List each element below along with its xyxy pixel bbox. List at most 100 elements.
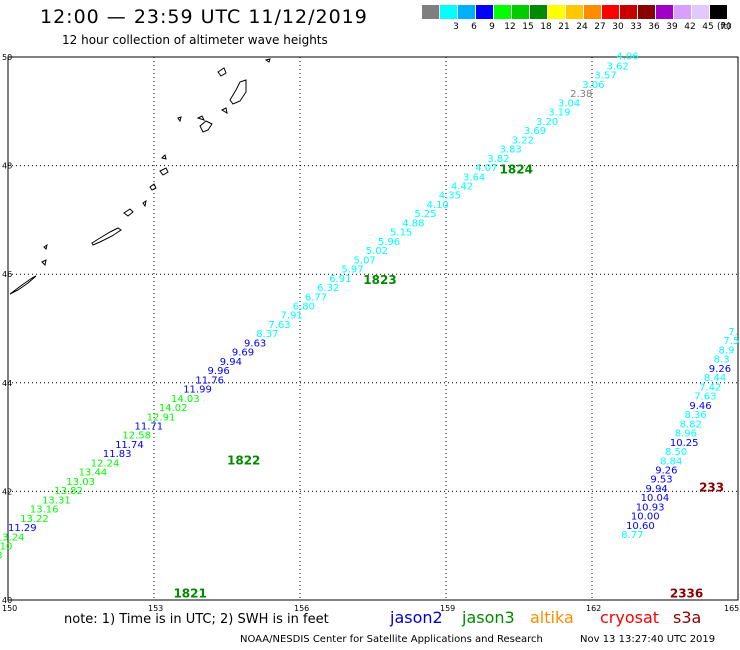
wave-height-label: 11.71 (135, 421, 164, 432)
wave-height-label: 8.77 (621, 530, 643, 541)
wave-height-label: 8.82 (680, 419, 702, 430)
legend-swatch (512, 5, 529, 19)
wave-height-label: 13.16 (30, 505, 59, 516)
wave-height-label: 9.94 (220, 357, 242, 368)
wave-height-label: 13.31 (42, 495, 71, 506)
legend-label: 18 (540, 22, 552, 32)
latitude-label: 48 (2, 162, 12, 171)
wave-height-label: 11.74 (115, 440, 144, 451)
wave-height-label: 14.03 (171, 394, 200, 405)
page-title: 12:00 — 23:59 UTC 11/12/2019 (40, 6, 368, 28)
wave-height-label: 4.88 (402, 218, 424, 229)
coastline-island (177, 116, 182, 123)
longitude-label: 156 (294, 604, 309, 613)
coastline-island (264, 58, 271, 63)
latitude-label: 50 (2, 53, 12, 62)
wave-height-label: 3.69 (524, 126, 546, 137)
wave-height-label: 13.10 (0, 542, 12, 553)
coastline-island (149, 183, 157, 191)
wave-height-label: 3.62 (607, 61, 629, 72)
track-id-label: 1823 (363, 273, 396, 287)
wave-height-label: 3.22 (512, 135, 534, 146)
legend-label: 24 (576, 22, 588, 32)
wave-height-label: 9.46 (689, 401, 711, 412)
legend-label: 3 (453, 22, 459, 32)
track-id-label: 233 (699, 480, 724, 494)
legend-swatch (494, 5, 511, 19)
legend-swatch (566, 5, 583, 19)
wave-height-label: 9.63 (244, 338, 266, 349)
legend-label: 33 (630, 22, 642, 32)
wave-height-label: 8.44 (704, 373, 726, 384)
map-frame (7, 56, 739, 601)
coastline-island (123, 208, 134, 217)
track-id-label: 1821 (173, 586, 206, 600)
wave-height-label: 7. (728, 327, 738, 338)
page-subtitle: 12 hour collection of altimeter wave hei… (62, 33, 328, 47)
coastline-island (9, 275, 37, 295)
wave-height-label: 3.06 (582, 80, 604, 91)
units-note: note: 1) Time is in UTC; 2) SWH is in fe… (64, 612, 329, 627)
wave-height-label: 10.93 (636, 502, 665, 513)
legend-label: 45 (702, 22, 714, 32)
coastline-island (91, 227, 122, 246)
coastline-island (161, 154, 167, 160)
wave-height-label: 7.63 (268, 320, 290, 331)
wave-height-label: 6.80 (293, 301, 315, 312)
wave-height-label: 5.15 (390, 228, 412, 239)
track-id-label: 1824 (500, 163, 533, 177)
wave-height-label: 4.42 (451, 181, 473, 192)
latitude-label: 44 (2, 379, 12, 388)
wave-height-label: 9.26 (655, 465, 677, 476)
mission-jason3: jason3 (462, 608, 515, 627)
wave-height-label: 12.73 (0, 551, 3, 562)
wave-height-label: 5.25 (414, 209, 436, 220)
legend-label: 27 (594, 22, 606, 32)
wave-height-label: 8.50 (665, 447, 687, 458)
wave-height-label: 13.22 (20, 514, 49, 525)
mission-cryosat: cryosat (600, 608, 660, 627)
track-id-label: 1822 (227, 453, 260, 467)
wave-height-label: 3.83 (500, 145, 522, 156)
mission-jason2: jason2 (390, 608, 443, 627)
wave-height-label: 7.42 (699, 382, 721, 393)
legend-swatch (458, 5, 475, 19)
wave-height-label: 9.53 (650, 475, 672, 486)
legend-swatch (422, 5, 439, 19)
longitude-label: 165 (724, 604, 739, 613)
wave-height-label: 11.76 (195, 375, 224, 386)
wave-height-label: 6.77 (305, 292, 327, 303)
mission-s3a: s3a (673, 608, 702, 627)
wave-height-label: 11.83 (103, 449, 132, 460)
wave-height-label: 12.91 (147, 412, 176, 423)
legend-unit: (ft) (717, 22, 731, 32)
wave-height-label: 9.26 (709, 364, 731, 375)
legend-swatch (710, 5, 727, 19)
wave-height-label: 5.02 (366, 246, 388, 257)
legend-label: 39 (666, 22, 678, 32)
latitude-label: 42 (2, 487, 12, 496)
coastline-island (220, 107, 228, 115)
wave-height-label: 4.35 (439, 191, 461, 202)
wave-height-label: 8.37 (256, 329, 278, 340)
wave-height-label: 12.58 (122, 431, 151, 442)
legend-swatch (692, 5, 709, 19)
wave-height-label: 3.57 (594, 71, 616, 82)
wave-height-label: 3.19 (548, 108, 570, 119)
longitude-label: 162 (586, 604, 601, 613)
legend-swatch (476, 5, 493, 19)
wave-height-label: 5.07 (354, 255, 376, 266)
wave-height-label: 5.96 (378, 237, 400, 248)
legend-swatch (530, 5, 547, 19)
wave-height-label: 5.97 (341, 265, 363, 276)
coastline-island (41, 259, 47, 267)
wave-height-label: 6.32 (317, 283, 339, 294)
legend-label: 42 (684, 22, 696, 32)
coastline-island (43, 243, 48, 250)
wave-height-label: 8.84 (660, 456, 682, 467)
coastline-island (217, 67, 227, 77)
wave-height-label: 3.64 (463, 172, 485, 183)
legend-label: 12 (504, 22, 516, 32)
legend-label: 6 (471, 22, 477, 32)
